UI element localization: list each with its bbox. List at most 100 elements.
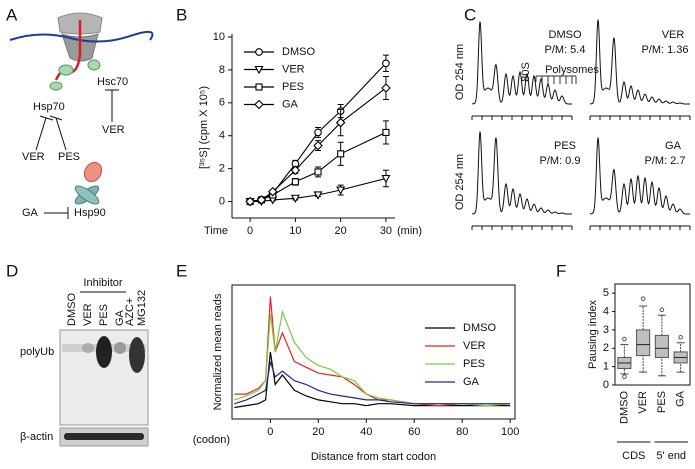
chaperone	[49, 81, 63, 91]
marker	[290, 194, 300, 204]
x-tick-label: 0	[247, 225, 253, 237]
x-tick-label: 80	[456, 426, 468, 438]
ratio-label: P/M: 2.7	[645, 155, 686, 167]
legend-label: DMSO	[463, 322, 496, 334]
marker	[336, 186, 346, 195]
marker	[290, 165, 301, 176]
panel-label: A	[6, 5, 18, 24]
y-tick-label: 4	[603, 305, 609, 317]
marker	[267, 186, 278, 197]
lane-label: PES	[98, 304, 110, 326]
lane-label: GA	[114, 309, 126, 326]
x-axis-label: Distance from start codon	[311, 451, 436, 463]
y-axis-label: Pausing index	[587, 299, 599, 369]
marker	[314, 168, 322, 176]
lane-label: AZC+	[124, 298, 136, 326]
marker	[381, 174, 391, 184]
panel-label: D	[6, 261, 18, 280]
outlier	[640, 296, 646, 301]
y-tick-label: 6	[219, 97, 225, 109]
peak-label: Polysomes	[545, 64, 599, 76]
plot-frame	[231, 284, 516, 420]
marker	[313, 140, 323, 151]
y-tick-label: 2	[219, 163, 225, 175]
box	[636, 329, 651, 357]
protein-label: Hsc70	[97, 76, 128, 88]
profiles: OD 254 nm OD 254 nm DMSO P/M: 5.4 VER P/…	[454, 29, 689, 210]
condition-label: DMSO	[549, 29, 582, 41]
series-line	[234, 361, 511, 405]
chaperone	[58, 64, 74, 76]
x-tick-label: 40	[360, 426, 372, 438]
band	[96, 336, 112, 368]
band	[114, 342, 126, 354]
x-unit: (min)	[397, 225, 422, 237]
condition-label: VER	[662, 29, 685, 41]
row-label: β-actin	[20, 431, 53, 443]
x-tick-label: DMSO	[618, 391, 630, 424]
condition-label: PES	[554, 140, 576, 152]
y-axis-label: Normalized mean reads	[212, 293, 224, 410]
x-tick-label: 100	[501, 426, 519, 438]
outlier	[678, 334, 683, 340]
x-tick-label: 20	[335, 225, 347, 237]
profile-trace	[590, 19, 690, 105]
x-tick-label: 10	[289, 225, 301, 237]
inhibitor-label: VER	[22, 151, 45, 163]
x-tick-label: GA	[675, 390, 687, 407]
panel-label: E	[176, 261, 187, 280]
marker	[313, 191, 323, 200]
panel-label: F	[556, 261, 566, 280]
peak-label: 80S	[520, 62, 532, 82]
plot-frame	[614, 283, 691, 386]
legend-label: VER	[282, 63, 305, 75]
legend-label: GA	[463, 376, 480, 388]
marker	[337, 150, 345, 158]
y-tick-label: 3	[603, 324, 609, 336]
chaperone	[87, 59, 101, 71]
ratio-label: P/M: 5.4	[545, 44, 586, 56]
outlier	[622, 336, 627, 342]
marker	[382, 59, 390, 68]
group-label: 5' end	[656, 450, 686, 462]
profile-trace	[472, 131, 572, 215]
lane-label: MG132	[136, 290, 148, 326]
band	[129, 337, 145, 373]
inhibitor-label: GA	[22, 207, 39, 219]
band	[82, 343, 94, 353]
marker	[382, 128, 390, 136]
group-label: Inhibitor	[83, 277, 122, 289]
ratio-label: P/M: 1.36	[641, 44, 688, 56]
lane-label: VER	[82, 303, 94, 326]
marker	[291, 178, 299, 186]
legend-label: VER	[463, 340, 486, 352]
inhibitor-label: VER	[102, 124, 125, 136]
y-tick-label: 4	[219, 130, 225, 142]
y-tick-label: 8	[219, 64, 225, 76]
legend-marker	[254, 99, 264, 110]
client	[83, 161, 103, 183]
legend-marker	[255, 48, 263, 56]
x-tick-label: 60	[408, 426, 420, 438]
box	[654, 334, 669, 358]
outlier	[622, 374, 627, 380]
marker	[335, 117, 346, 128]
x-unit: (codon)	[193, 434, 230, 446]
panel-label: B	[176, 5, 187, 24]
legend-label: PES	[463, 358, 485, 370]
x-tick-label: 20	[312, 426, 324, 438]
membrane	[9, 30, 154, 43]
y-tick-label: 5	[603, 287, 609, 299]
y-tick-label: 0	[219, 195, 225, 207]
protein-label: Hsp70	[33, 101, 65, 113]
blot: DMSO VER PES GA AZC+ MG132 Inhibitor pol…	[20, 277, 149, 447]
group-label: CDS	[622, 450, 645, 462]
inhibition	[105, 89, 119, 122]
y-tick-label: 1	[603, 361, 609, 373]
x-tick-label: VER	[637, 391, 649, 414]
legend-marker	[255, 83, 263, 91]
profile-trace	[590, 137, 690, 215]
condition-label: GA	[665, 140, 682, 152]
outlier	[659, 307, 665, 313]
